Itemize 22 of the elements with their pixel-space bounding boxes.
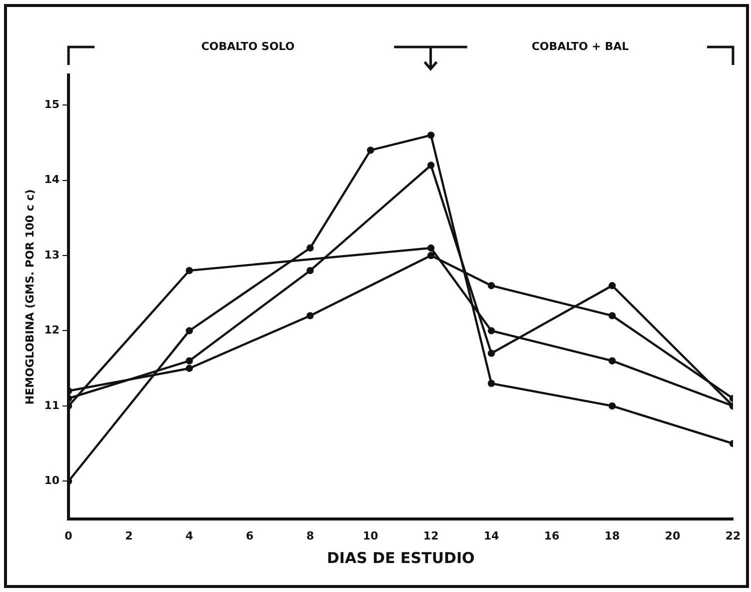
x-tick-label: 6 (246, 529, 254, 542)
x-axis-title: DIAS DE ESTUDIO (326, 548, 475, 567)
text: COBALTO SOLO (201, 40, 295, 53)
x-tick-label: 16 (544, 529, 560, 542)
y-tick-label: 10 (44, 474, 60, 488)
y-tick-label: 14 (44, 173, 60, 186)
y-axis-title: HEMOGLOBINA (GMS. POR 100 c c) (23, 189, 36, 405)
y-tick-label: 15 (44, 98, 60, 111)
y-tick-label: 12 (44, 324, 60, 337)
x-tick-label: 12 (423, 529, 439, 542)
x-tick-label: 0 (64, 529, 73, 542)
x-tick-label: 4 (185, 529, 194, 542)
x-tick-label: 20 (664, 529, 681, 542)
x-tick-label: 8 (306, 529, 314, 542)
x-tick-label: 14 (484, 529, 500, 542)
x-tick-label: 10 (362, 529, 379, 542)
y-tick-label: 13 (44, 248, 60, 262)
y-tick-label: 11 (44, 398, 60, 412)
x-tick-label: 22 (725, 529, 741, 542)
x-tick-label: 2 (125, 529, 133, 542)
text: COBALTO + BAL (532, 40, 629, 53)
x-tick-label: 18 (604, 529, 620, 542)
